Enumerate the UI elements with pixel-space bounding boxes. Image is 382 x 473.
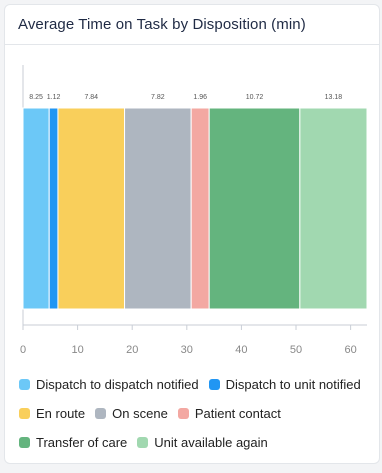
bar-segment-5[interactable] <box>208 107 301 310</box>
x-tick-label-6: 60 <box>344 344 356 356</box>
x-axis-ticks: 0 10 20 30 40 50 60 <box>20 325 357 356</box>
legend-row: Dispatch to dispatch notified Dispatch to… <box>19 370 374 399</box>
x-tick-label-1: 10 <box>71 344 83 356</box>
legend-row: En route On scene Patient contact <box>19 399 374 428</box>
x-tick-label-0: 0 <box>20 344 26 356</box>
data-label-4: 1.96 <box>193 94 207 101</box>
legend-item-6[interactable]: Unit available again <box>137 435 268 450</box>
chart-title: Average Time on Task by Disposition (min… <box>18 16 306 33</box>
legend-swatch <box>208 379 220 390</box>
bar-segment-4[interactable] <box>190 107 210 310</box>
bar-segment-6[interactable] <box>299 107 368 310</box>
legend-row: Transfer of care Unit available again <box>19 428 374 457</box>
data-label-2: 7.84 <box>84 94 98 101</box>
legend-label: Transfer of care <box>36 435 128 450</box>
legend-swatch <box>137 437 149 448</box>
x-tick-label-3: 30 <box>181 344 193 356</box>
legend-label: Patient contact <box>194 406 281 421</box>
x-tick-label-5: 50 <box>290 344 302 356</box>
legend-item-4[interactable]: Patient contact <box>177 406 281 421</box>
legend-item-1[interactable]: Dispatch to unit notified <box>208 377 361 392</box>
legend-swatch <box>177 408 189 419</box>
data-label-1: 1.12 <box>47 94 61 101</box>
chart-legend: Dispatch to dispatch notified Dispatch to… <box>19 370 374 457</box>
legend-swatch <box>95 408 107 419</box>
data-label-3: 7.82 <box>151 94 165 101</box>
legend-label: On scene <box>112 406 168 421</box>
legend-item-3[interactable]: On scene <box>95 407 168 420</box>
data-labels: 8.25 1.12 7.84 7.82 1.96 10.72 13.18 <box>29 94 342 101</box>
legend-item-5[interactable]: Transfer of care <box>19 436 127 449</box>
bar-segment-0[interactable] <box>22 107 50 310</box>
bar-segment-3[interactable] <box>124 107 192 310</box>
bar-segments <box>22 107 368 310</box>
legend-label: En route <box>36 406 86 421</box>
legend-label: Dispatch to dispatch notified <box>36 377 199 392</box>
data-label-5: 10.72 <box>246 94 264 101</box>
legend-swatch <box>19 379 30 390</box>
bar-segment-2[interactable] <box>57 107 126 310</box>
bar-segment-1[interactable] <box>48 107 59 310</box>
legend-swatch <box>19 408 30 419</box>
data-label-6: 13.18 <box>325 94 343 101</box>
x-tick-label-2: 20 <box>126 344 138 356</box>
legend-item-0[interactable]: Dispatch to dispatch notified <box>19 378 199 391</box>
legend-swatch <box>19 437 30 448</box>
legend-item-2[interactable]: En route <box>19 407 85 420</box>
legend-label: Dispatch to unit notified <box>225 377 361 392</box>
x-tick-label-4: 40 <box>235 344 247 356</box>
data-label-0: 8.25 <box>29 94 43 101</box>
card-header: Average Time on Task by Disposition (min… <box>5 5 379 45</box>
legend-label: Unit available again <box>154 435 268 450</box>
